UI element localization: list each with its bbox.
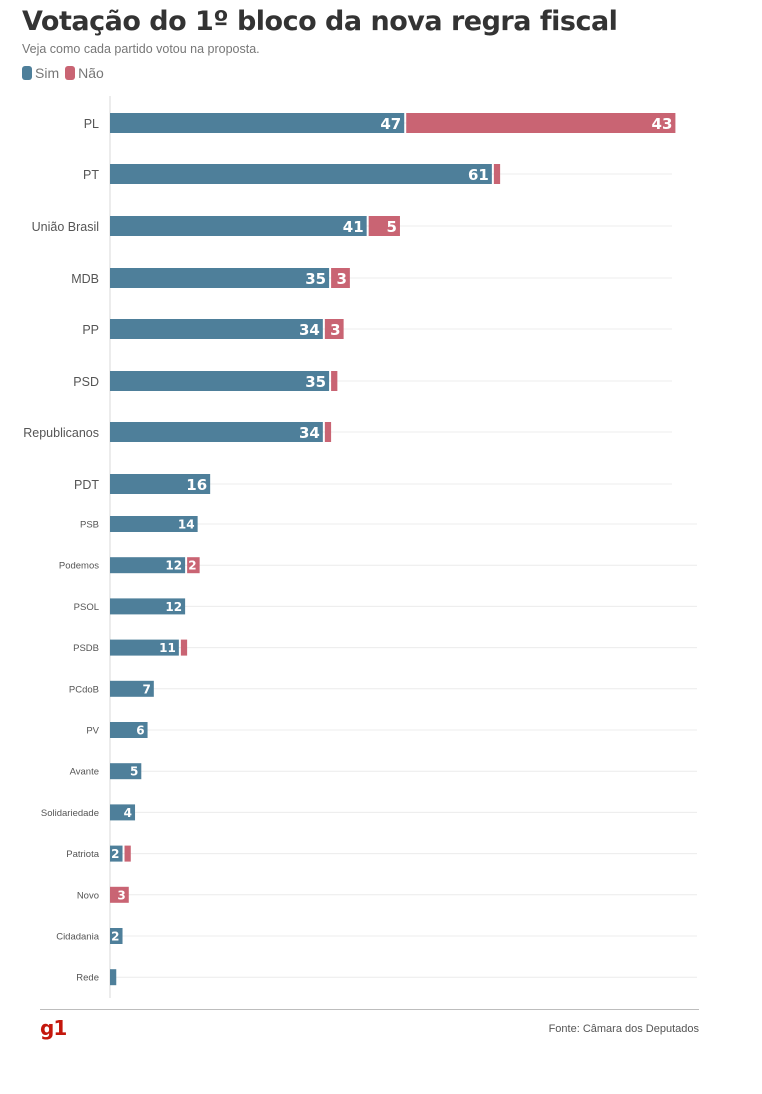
bar-sim-solidariedade — [110, 804, 136, 821]
bar-sim-pp — [110, 319, 323, 339]
data-label-sim-patriota: 2 — [111, 847, 119, 861]
data-label-sim-pp: 34 — [299, 321, 320, 339]
bar-sim-rede — [110, 969, 117, 986]
bar-sim-cidadania — [110, 928, 123, 944]
chart-title: Votação do 1º bloco da nova regra fiscal — [22, 6, 618, 37]
chart-subtitle: Veja como cada partido votou na proposta… — [22, 42, 260, 56]
category-label-rede: Rede — [76, 973, 99, 984]
g1-logo: g1 — [40, 1016, 67, 1040]
category-label-psol: PSOL — [74, 602, 99, 613]
bar-sim-pcdob — [110, 680, 154, 697]
legend-swatch-sim — [22, 66, 32, 80]
data-label-sim-psol: 12 — [165, 600, 182, 614]
data-label-sim-solidariedade: 4 — [124, 806, 132, 820]
data-label-sim-cidadania: 2 — [111, 930, 119, 944]
category-label-podemos: Podemos — [59, 561, 99, 572]
data-label-sim-pt: 61 — [468, 166, 489, 184]
data-label-sim-mdb: 35 — [305, 270, 326, 288]
category-label-pdt: PDT — [74, 478, 99, 492]
bar-sim-republicanos — [110, 422, 323, 442]
legend-swatch-nao — [65, 66, 76, 80]
category-label-avante: Avante — [70, 767, 99, 778]
bar-nao-republicanos — [324, 422, 332, 442]
category-label-pl: PL — [84, 117, 99, 131]
data-label-sim-podemos: 12 — [165, 559, 182, 573]
bar-sim-psdb — [110, 639, 179, 656]
bar-nao-pl — [406, 113, 676, 133]
source-note: Fonte: Câmara dos Deputados — [548, 1023, 699, 1035]
bar-nao-podemos — [187, 557, 200, 574]
data-label-nao-uniao-brasil: 5 — [387, 218, 397, 236]
data-label-nao-mdb: 3 — [336, 270, 346, 288]
category-label-solidariedade: Solidariedade — [41, 808, 99, 819]
legend-label-sim: Sim — [35, 65, 60, 81]
bar-sim-podemos — [110, 557, 186, 574]
bar-nao-pt — [493, 164, 501, 184]
legend: Sim Não — [22, 65, 110, 81]
bar-sim-pt — [110, 164, 492, 184]
category-label-pv: PV — [86, 726, 99, 737]
bar-nao-psdb — [180, 639, 188, 656]
category-label-pt: PT — [83, 168, 99, 182]
bar-sim-uniao-brasil — [110, 216, 367, 236]
category-label-novo: Novo — [77, 890, 99, 901]
data-label-sim-uniao-brasil: 41 — [343, 218, 364, 236]
category-label-psdb: PSDB — [73, 643, 99, 654]
category-label-pp: PP — [82, 323, 99, 337]
category-label-mdb: MDB — [71, 272, 99, 286]
legend-label-nao: Não — [78, 65, 104, 81]
data-label-sim-pl: 47 — [380, 115, 401, 133]
bar-nao-pp — [324, 319, 344, 339]
legend-item-nao: Não — [65, 65, 104, 81]
category-label-cidadania: Cidadania — [56, 932, 99, 943]
data-label-nao-pp: 3 — [330, 321, 340, 339]
legend-item-sim: Sim — [22, 65, 59, 81]
data-label-sim-psdb: 11 — [159, 641, 176, 655]
category-label-patriota: Patriota — [66, 849, 99, 860]
bar-nao-mdb — [331, 268, 350, 288]
category-label-republicanos: Republicanos — [23, 426, 99, 440]
data-label-sim-pv: 6 — [136, 724, 144, 738]
bar-nao-psd — [331, 371, 338, 391]
data-label-sim-pcdob: 7 — [142, 682, 150, 696]
bar-sim-patriota — [110, 845, 123, 862]
category-label-uniao-brasil: União Brasil — [32, 220, 99, 234]
data-label-nao-novo: 3 — [117, 888, 125, 902]
bar-sim-psd — [110, 371, 330, 391]
data-label-sim-psd: 35 — [305, 373, 326, 391]
category-label-psb: PSB — [80, 520, 99, 531]
bar-sim-avante — [110, 763, 142, 780]
data-label-sim-pdt: 16 — [186, 476, 207, 494]
data-label-sim-republicanos: 34 — [299, 424, 320, 442]
category-label-pcdob: PCdoB — [69, 684, 99, 695]
data-label-sim-psb: 14 — [178, 518, 195, 532]
bar-sim-pl — [110, 113, 405, 133]
category-label-psd: PSD — [73, 375, 99, 389]
bar-sim-psb — [110, 516, 198, 532]
data-label-nao-podemos: 2 — [188, 559, 196, 573]
bar-nao-novo — [110, 886, 129, 903]
bar-sim-mdb — [110, 268, 330, 288]
data-label-sim-avante: 5 — [130, 765, 138, 779]
bar-nao-patriota — [124, 845, 131, 862]
bar-sim-pdt — [110, 474, 211, 494]
data-label-nao-pl: 43 — [652, 115, 673, 133]
bar-sim-psol — [110, 598, 186, 615]
bar-nao-uniao-brasil — [368, 216, 400, 236]
bar-sim-pv — [110, 722, 148, 738]
